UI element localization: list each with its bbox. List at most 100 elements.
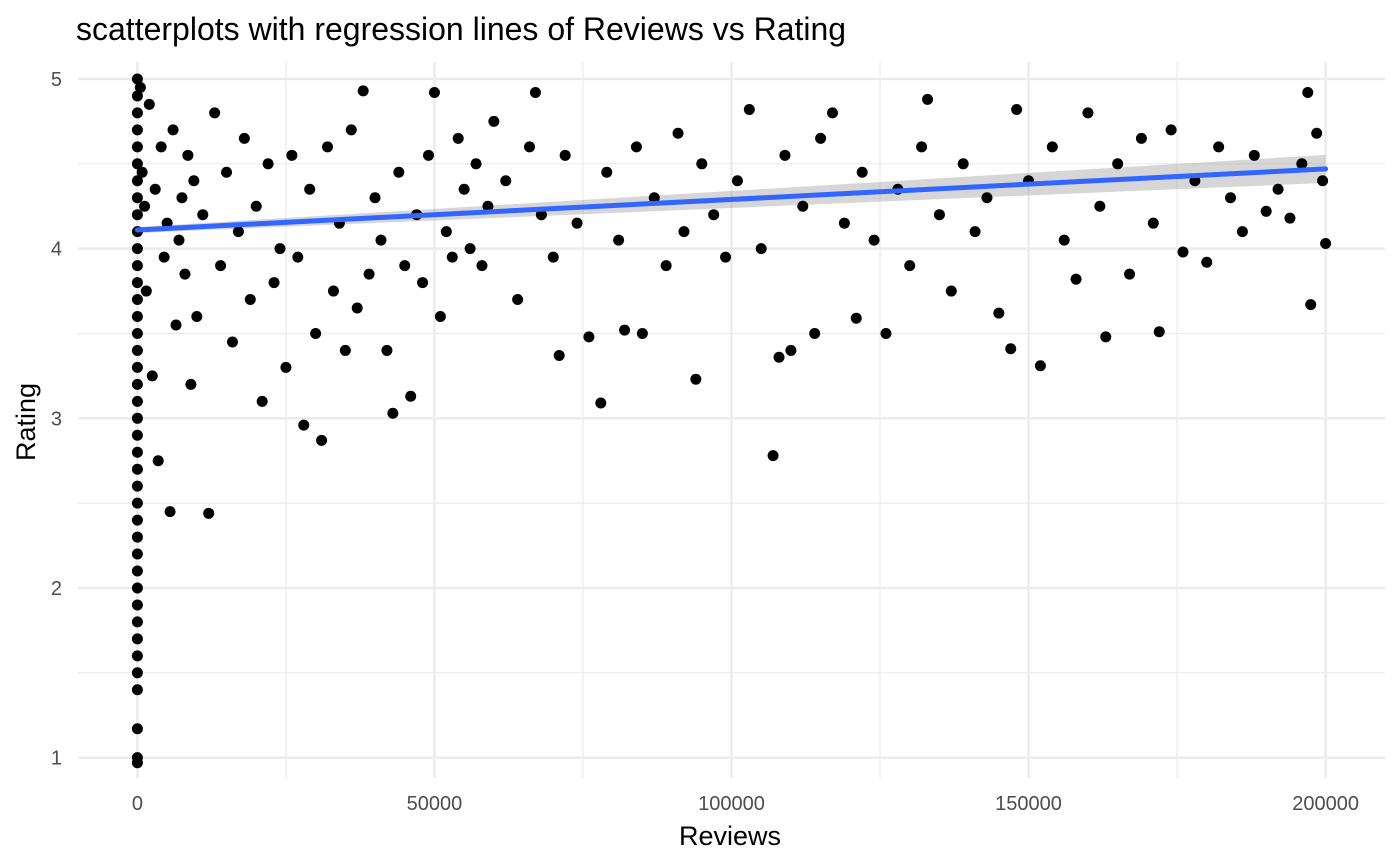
data-point [405,390,417,402]
data-point [131,209,143,221]
data-point [1094,200,1106,212]
data-point [357,85,369,97]
data-point [933,209,945,221]
data-point [131,429,143,441]
data-point [131,412,143,424]
data-point [176,192,188,204]
data-point [630,141,642,153]
data-point [179,268,191,280]
data-point [559,149,571,161]
data-point [167,124,179,136]
data-point [1272,183,1284,195]
data-point [155,141,167,153]
data-point [139,200,151,212]
data-point [512,294,524,306]
data-point [131,757,143,769]
data-point [262,158,274,170]
data-point [428,87,440,99]
data-point [1046,141,1058,153]
data-point [1284,212,1296,224]
data-point [238,132,250,144]
data-point [131,446,143,458]
data-point [143,98,155,110]
x-tick-label: 150000 [995,793,1062,815]
data-point [188,175,200,187]
data-point [140,285,152,297]
data-point [149,183,161,195]
data-point [773,351,785,363]
data-point [131,90,143,102]
data-point [280,361,292,373]
x-tick-label: 200000 [1292,793,1359,815]
data-point [785,344,797,356]
data-point [636,327,648,339]
data-point [131,124,143,136]
data-point [880,327,892,339]
data-point [1296,158,1308,170]
data-point [131,684,143,696]
data-point [423,149,435,161]
data-point [131,327,143,339]
data-point [131,311,143,323]
data-point [131,599,143,611]
data-point [268,277,280,289]
data-point [146,370,158,382]
data-point [369,192,381,204]
data-point [131,633,143,645]
data-point [182,149,194,161]
data-point [158,251,170,263]
y-axis-title: Rating [11,383,41,461]
data-point [1153,326,1165,338]
data-point [1034,360,1046,372]
data-point [767,450,779,462]
data-point [553,350,565,362]
data-point [351,302,363,314]
points-layer [131,73,1332,769]
data-point [131,650,143,662]
data-point [856,166,868,178]
data-point [696,158,708,170]
chart-title: scatterplots with regression lines of Re… [76,11,846,47]
data-point [1100,331,1112,343]
data-point [131,497,143,509]
data-point [221,166,233,178]
data-point [131,616,143,628]
data-point [197,209,209,221]
x-tick-label: 100000 [698,793,765,815]
tick-labels-layer: 0 50000 100000 150000 200000 1 2 3 4 5 [51,69,1359,815]
data-point [131,260,143,272]
data-point [131,548,143,560]
data-point [1317,175,1329,187]
data-point [547,251,559,263]
data-point [274,243,286,255]
data-point [452,132,464,144]
y-tick-label: 2 [51,578,62,600]
data-point [292,251,304,263]
data-point [1236,226,1248,238]
data-point [286,149,298,161]
data-point [375,234,387,246]
data-point [826,107,838,119]
data-point [690,373,702,385]
data-point [755,243,767,255]
data-point [1260,205,1272,217]
data-point [969,226,981,238]
data-point [164,506,176,518]
data-point [488,115,500,127]
data-point [131,361,143,373]
data-point [131,723,143,735]
data-point [524,141,536,153]
data-point [482,200,494,212]
y-tick-label: 4 [51,239,62,261]
data-point [743,104,755,116]
data-point [131,582,143,594]
data-point [304,183,316,195]
data-point [850,312,862,324]
data-point [535,209,547,221]
data-point [434,311,446,323]
x-axis-title: Reviews [679,821,781,851]
data-point [660,260,672,272]
data-point [595,397,607,409]
data-point [131,158,143,170]
data-point [215,260,227,272]
